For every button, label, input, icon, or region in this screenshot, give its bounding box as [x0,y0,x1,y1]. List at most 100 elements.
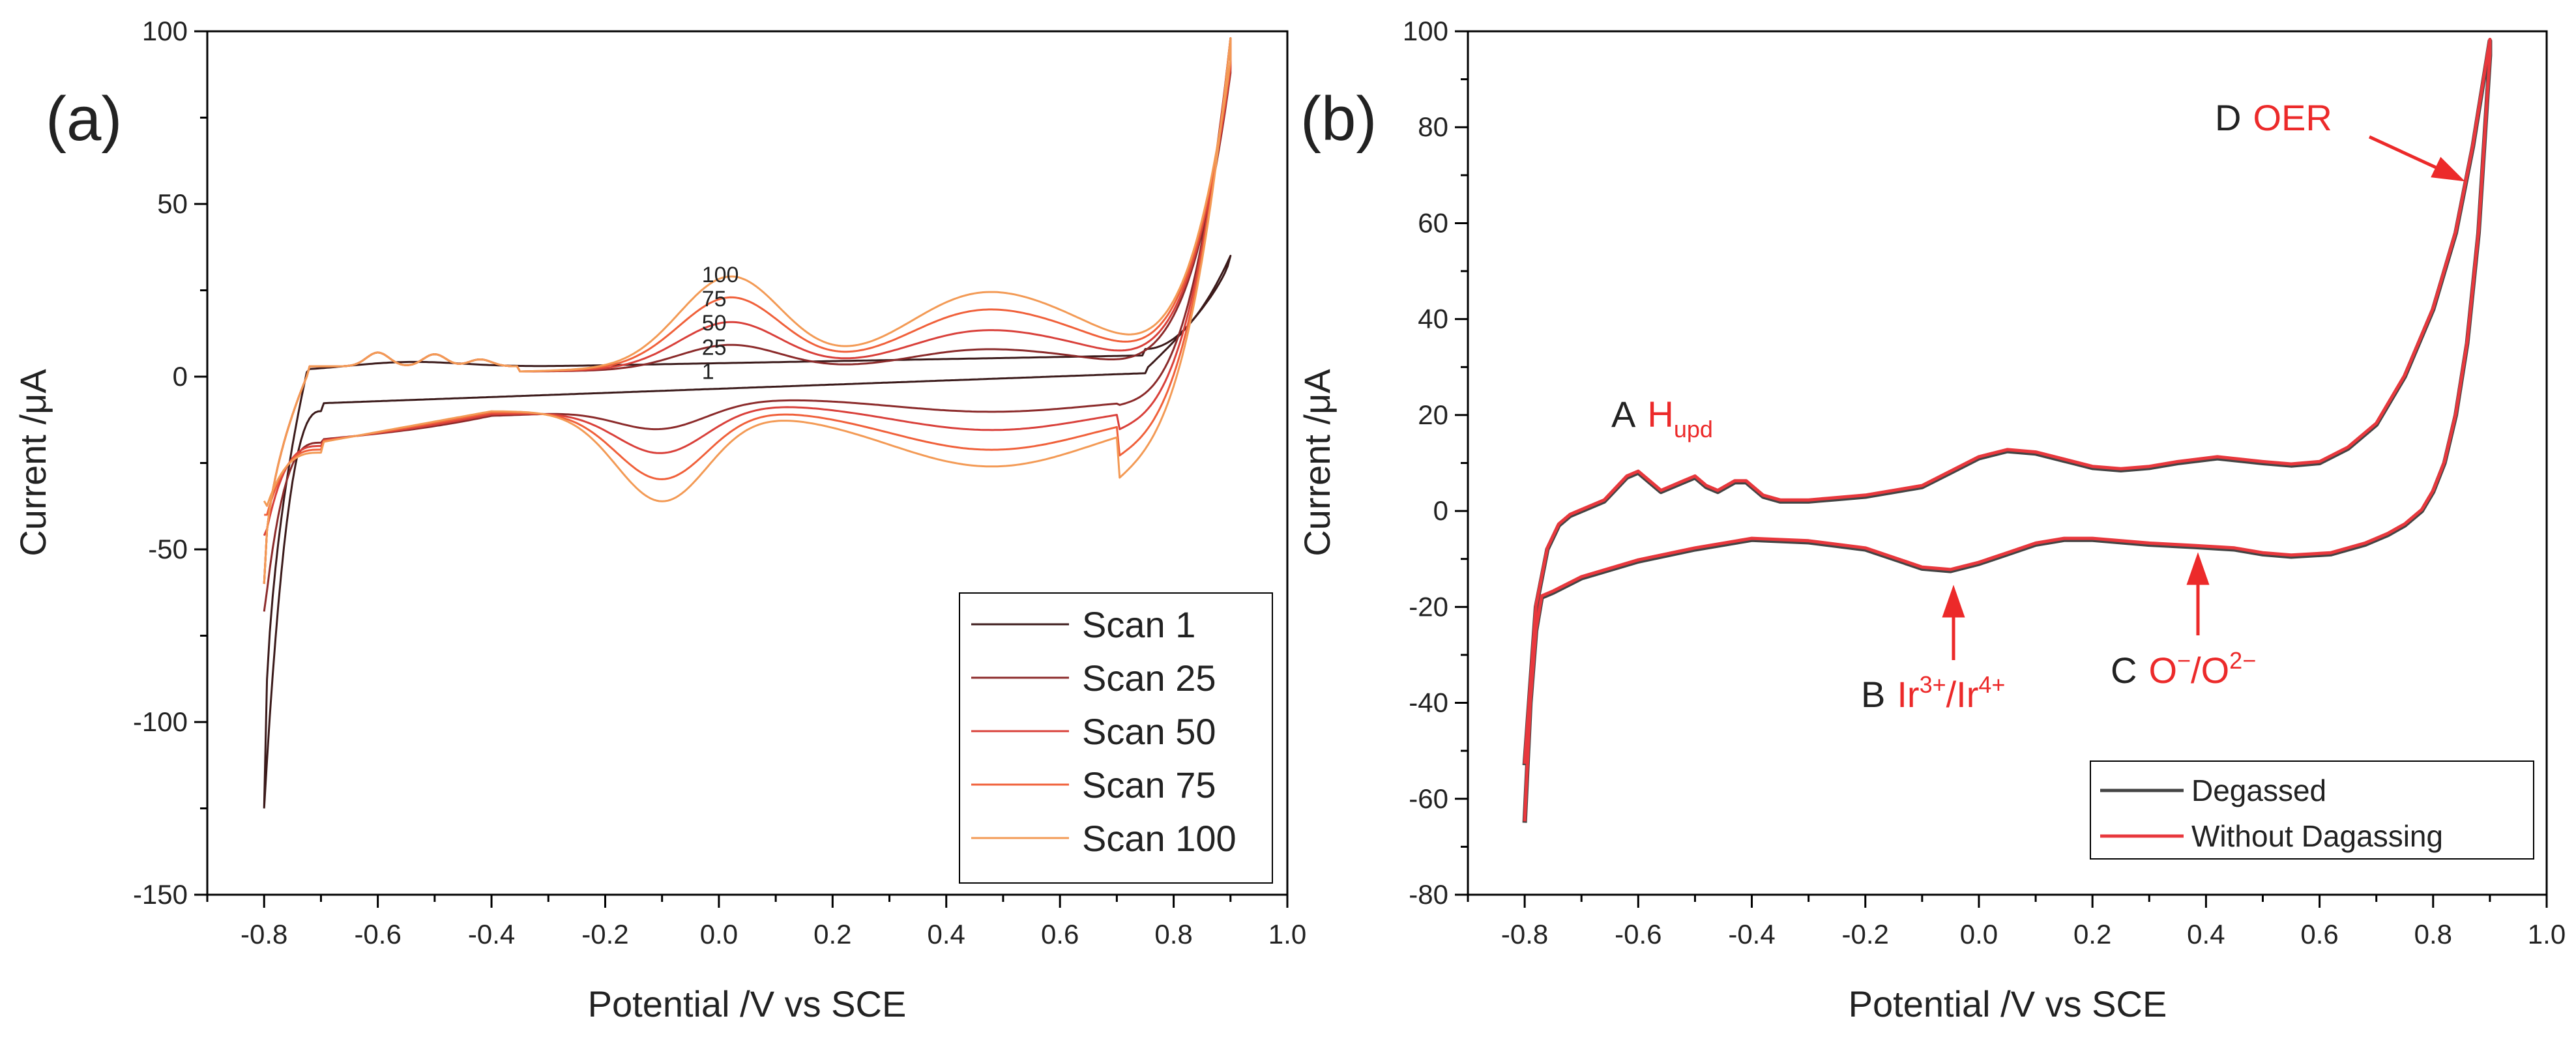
x-tick-label: -0.4 [468,919,515,949]
series-line-without-degassing [1523,38,2492,822]
legend-label-scan-1: Scan 1 [1082,604,1195,645]
series-line-scan-100 [263,37,1232,585]
panel-a-y-axis-title: Current /μA [12,369,53,557]
y-tick-label: 50 [157,188,188,219]
arrow-b-head [1942,585,1965,618]
x-tick-label: 1.0 [1268,919,1306,949]
annotation-b-sup1: 3+ [1920,671,1946,698]
panel-a-scan-labels: 100 75 50 25 1 [702,263,739,384]
legend-box [959,592,1273,884]
x-tick-label: 0.0 [700,919,738,949]
legend-box [2090,760,2534,860]
panel-b-label: (b) [1300,84,1377,154]
y-tick-label: -80 [1409,879,1448,910]
annotation-c-letter: C [2111,650,2137,691]
arrow-d-shaft [2368,135,2444,173]
x-tick-label: -0.2 [581,919,628,949]
annotation-b-text1: Ir [1897,674,1919,715]
panel-b-annotations: A Hupd B Ir3+/Ir4+ C O−/O2− D OER [1611,97,2465,715]
panel-a-y-tick-labels: 100 50 0 -50 -100 -150 [133,16,188,910]
y-tick-label: -150 [133,879,188,910]
annotation-b-text2: /Ir [1946,674,1979,715]
y-tick-label: 100 [1403,16,1448,46]
y-tick-label: -60 [1409,783,1448,814]
legend-label-without-degassing: Without Dagassing [2191,819,2443,853]
annotation-a-sub: upd [1674,416,1713,442]
annotation-a: A Hupd [1611,394,1713,442]
annotation-c-sup2: 2− [2229,647,2256,674]
annotation-a-text: H [1647,394,1673,435]
scan-label-75: 75 [702,287,727,311]
annotation-c-text2: /O [2191,650,2229,691]
x-tick-label: -0.8 [1501,919,1548,949]
legend-label-scan-75: Scan 75 [1082,764,1216,805]
x-tick-label: 0.0 [1960,919,1998,949]
y-tick-label: 0 [1433,495,1448,526]
y-tick-label: 40 [1418,304,1448,334]
panel-a-x-tick-labels: -0.8 -0.6 -0.4 -0.2 0.0 0.2 0.4 0.6 0.8 … [241,919,1306,949]
x-tick-label: 0.8 [2414,919,2452,949]
annotation-c-text1: O [2148,650,2177,691]
panel-b-legend: Degassed Without Dagassing [2090,760,2534,860]
panel-a: (a) 100 75 50 25 1 -0.8 -0.6 -0.4 -0.2 0… [12,16,1306,1024]
panel-a-ticks [194,30,1289,908]
x-tick-label: 1.0 [2528,919,2566,949]
annotation-arrows [1942,135,2465,660]
y-tick-label: 80 [1418,111,1448,142]
annotation-d-text: OER [2253,97,2332,138]
scan-label-50: 50 [702,311,727,336]
series-line-scan-50 [263,37,1232,585]
annotation-a-letter: A [1611,394,1636,435]
y-tick-label: -40 [1409,687,1448,718]
scan-label-25: 25 [702,335,727,360]
x-tick-label: -0.2 [1842,919,1889,949]
arrow-d-head [2431,156,2465,182]
legend-label-scan-50: Scan 50 [1082,711,1216,752]
x-tick-label: -0.4 [1728,919,1775,949]
annotation-b-sup2: 4+ [1978,671,2005,698]
x-tick-label: 0.8 [1154,919,1192,949]
y-tick-label: 60 [1418,207,1448,238]
y-tick-label: -20 [1409,591,1448,622]
annotation-d-letter: D [2215,97,2241,138]
x-tick-label: 0.4 [2187,919,2225,949]
x-tick-label: 0.6 [1041,919,1079,949]
annotation-c: C O−/O2− [2111,647,2256,691]
scan-label-100: 100 [702,263,739,287]
y-tick-label: -100 [133,706,188,737]
annotation-d: D OER [2215,97,2332,138]
panel-b-x-axis-title: Potential /V vs SCE [1849,983,2167,1024]
annotation-c-sup1: − [2177,647,2191,674]
arrow-c-head [2186,552,2210,585]
y-tick-label: -50 [148,534,188,564]
annotation-b-letter: B [1861,674,1885,715]
panel-b-curves [1522,38,2493,823]
panel-b-ticks [1455,30,2548,908]
panel-a-curves [263,37,1232,809]
legend-label-scan-25: Scan 25 [1082,658,1216,699]
y-tick-label: 100 [142,16,188,46]
x-tick-label: 0.4 [928,919,965,949]
panel-a-label: (a) [46,84,122,154]
x-tick-label: -0.6 [354,919,401,949]
panel-a-legend: Scan 1 Scan 25 Scan 50 Scan 75 Scan 100 [959,592,1273,884]
series-line-scan-1 [263,255,1232,809]
legend-label-scan-100: Scan 100 [1082,818,1237,859]
y-tick-label: 0 [173,361,188,392]
panel-a-x-axis-title: Potential /V vs SCE [588,983,907,1024]
x-tick-label: 0.2 [2073,919,2111,949]
panel-b-x-tick-labels: -0.8 -0.6 -0.4 -0.2 0.0 0.2 0.4 0.6 0.8 … [1501,919,2566,949]
x-tick-label: -0.6 [1615,919,1661,949]
panel-b: (b) -0.8 -0.6 -0.4 -0.2 0.0 0.2 0.4 0.6 … [1296,16,2566,1024]
x-tick-label: 0.2 [813,919,851,949]
panel-b-y-tick-labels: 100 80 60 40 20 0 -20 -40 -60 -80 [1403,16,1448,910]
annotation-b: B Ir3+/Ir4+ [1861,671,2005,715]
series-line-scan-75 [263,37,1232,585]
panel-b-y-axis-title: Current /μA [1296,369,1338,557]
scan-label-1: 1 [702,359,714,384]
y-tick-label: 20 [1418,399,1448,430]
x-tick-label: -0.8 [241,919,287,949]
x-tick-label: 0.6 [2300,919,2338,949]
legend-label-degassed: Degassed [2191,774,2326,807]
